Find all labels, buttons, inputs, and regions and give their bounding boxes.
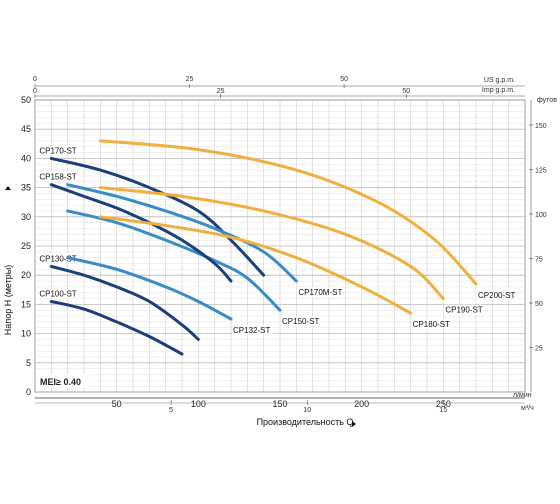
m3h-tick-label: 5 [169,407,173,414]
curve-cp180-st [98,215,413,315]
curve-cp100-st [49,299,184,356]
imp-gpm-tick-label: 0 [33,88,37,95]
y-tick-label: 40 [21,153,31,163]
x-axis-title: Производительность Q [257,417,354,427]
feet-tick-label: 25 [535,345,543,352]
curve-label-cp200-st: CP200-ST [478,291,515,300]
curve-label-bg [38,171,80,182]
feet-tick-label: 75 [535,256,543,263]
x-tick-label: 200 [354,399,369,409]
curve-label-cp180-st: CP180-ST [413,320,450,329]
curve-cp200-st [98,139,478,286]
x-tick-label: 50 [112,399,122,409]
curve-cp190-st [98,186,445,301]
curve-label-cp132-st: CP132-ST [233,326,270,335]
curve-label-bg [297,287,344,298]
curve-label-bg [444,304,486,315]
imp-gpm-tick-label: 25 [217,88,225,95]
curve-cp130-st [49,264,200,341]
curve-label-cp170m-st: CP170M-ST [298,288,342,297]
curve-label-bg [411,319,453,330]
x-tick-label: 100 [191,399,206,409]
curve-cp170m-st [66,183,298,283]
curve-label-cp100-st: CP100-ST [39,289,76,298]
y-axis-title: Напор H (метры) [3,265,13,335]
curve-label-bg [281,316,323,327]
curve-label-bg [38,145,80,156]
us-gpm-tick-label: 0 [33,76,37,83]
us-gpm-tick-label: 50 [340,76,348,83]
lmin-unit-label: л/мин [513,392,532,399]
feet-tick-label: 150 [535,123,547,130]
y-tick-label: 20 [21,270,31,280]
y-axis-arrow [5,186,11,190]
m3h-tick-label: 10 [303,407,311,414]
feet-unit-label: футов [537,97,557,104]
us-gpm-tick-label: 25 [186,76,194,83]
y-tick-label: 35 [21,183,31,193]
m3h-tick-label: 15 [439,407,447,414]
imp-gpm-unit-label: Imp g.p.m. [482,87,515,94]
curve-cp150-st [66,209,282,312]
y-tick-label: 15 [21,299,31,309]
y-tick-label: 10 [21,329,31,339]
y-tick-label: 30 [21,212,31,222]
us-gpm-unit-label: US g.p.m. [484,77,515,84]
y-tick-label: 45 [21,124,31,134]
curve-cp132-st [66,256,233,321]
y-tick-label: 5 [26,358,31,368]
feet-tick-label: 125 [535,167,547,174]
x-tick-label: 150 [272,399,287,409]
y-tick-label: 0 [26,387,31,397]
y-tick-label: 50 [21,95,31,105]
mei-badge: MEI≥ 0.40 [40,377,81,387]
m3h-unit-label: м³/ч [521,405,534,412]
x-axis-arrow [352,421,356,427]
feet-tick-label: 50 [535,301,543,308]
y-tick-label: 25 [21,241,31,251]
mei-badge-bg [38,374,94,388]
curve-label-bg [38,253,80,264]
curve-label-bg [38,288,80,299]
curve-cp170-st [49,156,266,277]
curve-label-cp170-st: CP170-ST [39,146,76,155]
curve-label-cp130-st: CP130-ST [39,254,76,263]
curve-label-cp150-st: CP150-ST [282,317,319,326]
imp-gpm-tick-label: 50 [402,88,410,95]
curve-label-cp190-st: CP190-ST [445,306,482,315]
curve-label-bg [232,325,274,335]
feet-tick-label: 100 [535,212,547,219]
curve-label-cp158-st: CP158-ST [39,173,76,182]
curve-label-bg [477,289,519,300]
grid [34,99,526,393]
curves: CP100-ST CP130-ST CP132-ST CP150-ST CP158-ST… [38,139,519,356]
